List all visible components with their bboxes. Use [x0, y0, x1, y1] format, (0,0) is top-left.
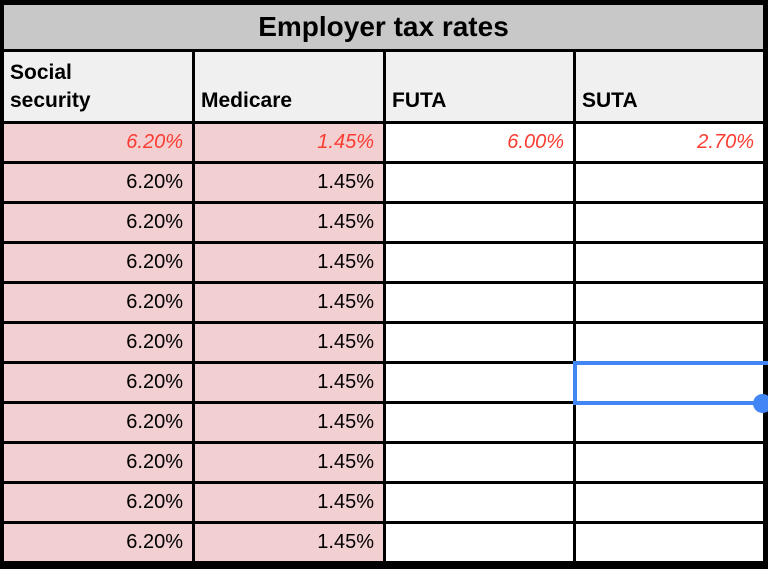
- cell-r8-c1[interactable]: 6.20%: [4, 404, 192, 441]
- cell-r3-c4[interactable]: [576, 204, 763, 241]
- cell-r10-c1[interactable]: 6.20%: [4, 484, 192, 521]
- cell-r5-c2[interactable]: 1.45%: [195, 284, 383, 321]
- cell-r4-c2[interactable]: 1.45%: [195, 244, 383, 281]
- header-cell-suta[interactable]: SUTA: [576, 52, 763, 121]
- cell-r9-c4[interactable]: [576, 444, 763, 481]
- cell-r3-c3[interactable]: [386, 204, 573, 241]
- cell-r2-c2[interactable]: 1.45%: [195, 164, 383, 201]
- cell-r8-c3[interactable]: [386, 404, 573, 441]
- cell-r10-c4[interactable]: [576, 484, 763, 521]
- cell-r2-c1[interactable]: 6.20%: [4, 164, 192, 201]
- cell-r6-c4[interactable]: [576, 324, 763, 361]
- cell-r4-c4[interactable]: [576, 244, 763, 281]
- cell-r5-c1[interactable]: 6.20%: [4, 284, 192, 321]
- cell-r1-c4[interactable]: 2.70%: [576, 124, 763, 161]
- header-cell-medicare[interactable]: Medicare: [195, 52, 383, 121]
- cell-r2-c3[interactable]: [386, 164, 573, 201]
- cell-r4-c3[interactable]: [386, 244, 573, 281]
- cell-r7-c3[interactable]: [386, 364, 573, 401]
- cell-r9-c1[interactable]: 6.20%: [4, 444, 192, 481]
- cell-r3-c2[interactable]: 1.45%: [195, 204, 383, 241]
- cell-r5-c3[interactable]: [386, 284, 573, 321]
- cell-r7-c4[interactable]: [576, 364, 763, 401]
- cell-r11-c4[interactable]: [576, 524, 763, 561]
- cell-r6-c1[interactable]: 6.20%: [4, 324, 192, 361]
- header-cell-social-security[interactable]: Social security: [4, 52, 192, 121]
- cell-r8-c4[interactable]: [576, 404, 763, 441]
- cell-r11-c3[interactable]: [386, 524, 573, 561]
- table-title-cell[interactable]: Employer tax rates: [4, 5, 763, 49]
- cell-r6-c2[interactable]: 1.45%: [195, 324, 383, 361]
- fill-handle[interactable]: [753, 394, 768, 413]
- cell-r9-c3[interactable]: [386, 444, 573, 481]
- cell-r1-c3[interactable]: 6.00%: [386, 124, 573, 161]
- cell-r10-c2[interactable]: 1.45%: [195, 484, 383, 521]
- cell-r1-c1[interactable]: 6.20%: [4, 124, 192, 161]
- cell-r10-c3[interactable]: [386, 484, 573, 521]
- cell-r2-c4[interactable]: [576, 164, 763, 201]
- cell-r1-c2[interactable]: 1.45%: [195, 124, 383, 161]
- cell-r3-c1[interactable]: 6.20%: [4, 204, 192, 241]
- header-cell-futa[interactable]: FUTA: [386, 52, 573, 121]
- cell-r7-c2[interactable]: 1.45%: [195, 364, 383, 401]
- cell-r4-c1[interactable]: 6.20%: [4, 244, 192, 281]
- cell-r8-c2[interactable]: 1.45%: [195, 404, 383, 441]
- cell-r5-c4[interactable]: [576, 284, 763, 321]
- cell-r9-c2[interactable]: 1.45%: [195, 444, 383, 481]
- cell-r11-c1[interactable]: 6.20%: [4, 524, 192, 561]
- cell-r11-c2[interactable]: 1.45%: [195, 524, 383, 561]
- cell-r7-c1[interactable]: 6.20%: [4, 364, 192, 401]
- cell-r6-c3[interactable]: [386, 324, 573, 361]
